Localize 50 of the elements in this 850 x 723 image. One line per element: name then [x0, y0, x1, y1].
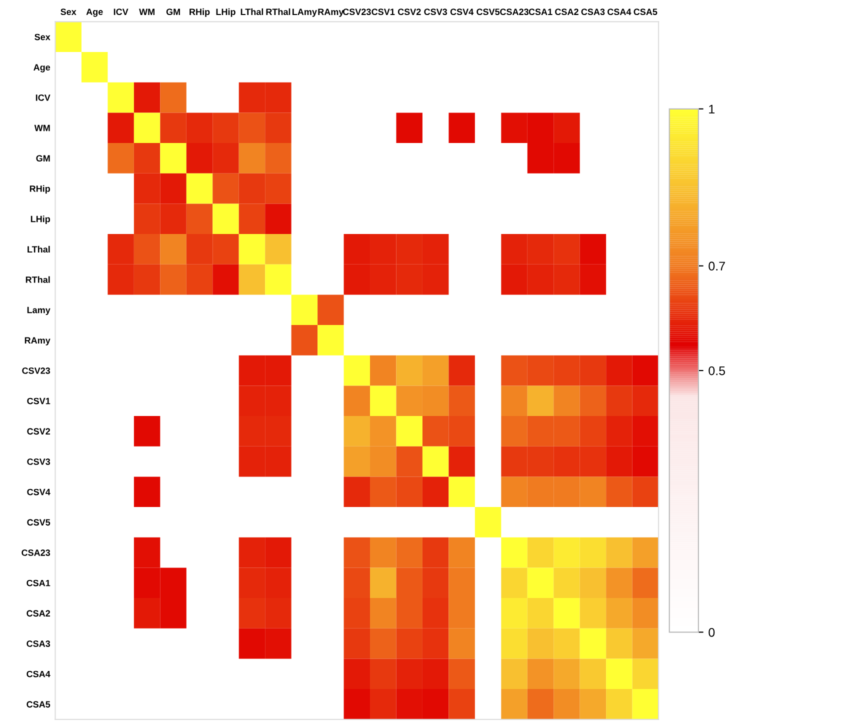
color-bar-label: 1	[709, 104, 715, 114]
y-tick-label: CSV1	[27, 398, 50, 404]
y-tick-label: CSA1	[26, 580, 50, 586]
x-tick-label: CSA2	[555, 8, 578, 16]
y-tick-label: CSA23	[22, 550, 50, 556]
y-tick-label: CSV4	[27, 488, 50, 496]
y-tick-label: LHip	[30, 216, 50, 224]
x-tick-label: Age	[86, 8, 103, 17]
y-tick-label: Lamy	[27, 306, 50, 316]
x-tick-label: GM	[166, 8, 180, 16]
x-tick-label: ICV	[114, 8, 128, 16]
y-tick-label: Age	[34, 64, 50, 72]
y-tick-label: WM	[34, 124, 50, 132]
y-tick-label: CSV5	[27, 519, 50, 526]
x-tick-label: CSV3	[424, 8, 448, 16]
color-bar-label: 0.5	[708, 366, 726, 376]
x-tick-label: LAmy	[292, 8, 317, 17]
x-tick-label: CSV2	[398, 8, 421, 16]
color-bar-label: 0	[708, 628, 715, 637]
x-tick-label: WM	[139, 8, 154, 15]
y-tick-label: ICV	[36, 94, 50, 101]
y-tick-label: LThal	[28, 246, 50, 253]
color-bar-label: 0.7	[708, 262, 725, 271]
y-tick-label: CSA4	[26, 670, 50, 678]
y-tick-label: CSV23	[22, 368, 50, 374]
x-tick-label: CSA3	[581, 8, 605, 16]
x-tick-label: CSV23	[342, 8, 371, 16]
y-tick-label: CSA2	[26, 610, 50, 617]
x-tick-label: CSA4	[608, 8, 632, 16]
x-tick-label: Sex	[60, 8, 76, 16]
x-tick-label: CSV4	[450, 8, 474, 16]
x-tick-label: LHip	[216, 8, 236, 17]
y-tick-label: CSV2	[27, 428, 50, 435]
x-tick-label: RAmy	[318, 8, 344, 17]
x-tick-label: CSA1	[528, 8, 552, 16]
x-tick-label: CSV5	[476, 8, 500, 16]
x-tick-label: RThal	[266, 8, 290, 16]
y-tick-label: Sex	[34, 34, 50, 40]
y-tick-label: CSA5	[26, 701, 50, 708]
y-tick-label: CSA3	[26, 640, 50, 647]
x-tick-label: CSV1	[372, 8, 395, 16]
y-tick-label: RAmy	[24, 337, 50, 346]
x-tick-label: RHip	[190, 8, 210, 17]
y-tick-label: GM	[36, 155, 50, 162]
y-tick-label: CSV3	[27, 458, 50, 465]
x-tick-label: CSA23	[500, 8, 528, 16]
x-tick-label: CSA5	[634, 8, 658, 16]
x-tick-label: LThal	[240, 8, 264, 16]
y-tick-label: RThal	[26, 276, 50, 283]
y-tick-label: RHip	[30, 185, 50, 194]
